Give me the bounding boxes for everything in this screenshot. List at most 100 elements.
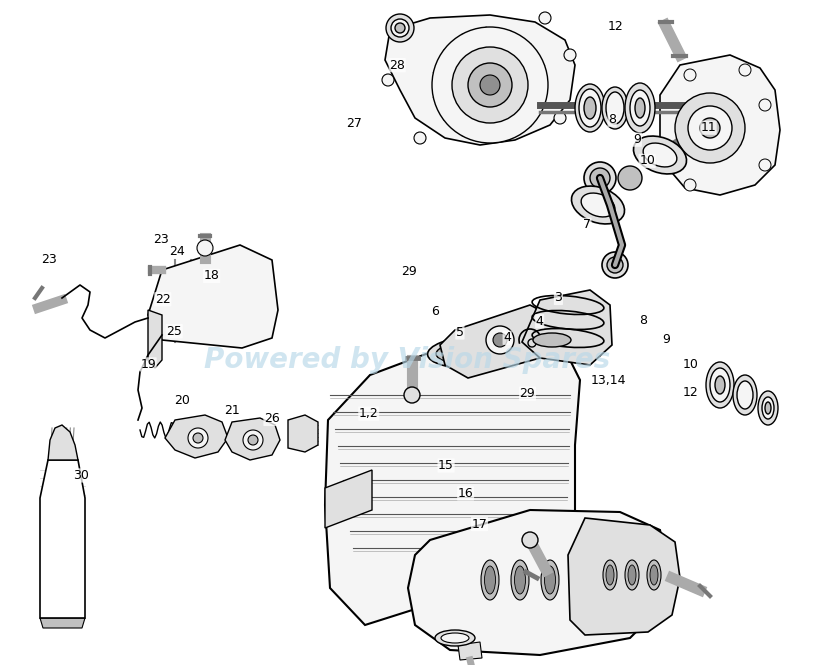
Ellipse shape [758,391,778,425]
Text: 12: 12 [607,20,624,33]
Text: 12: 12 [682,386,698,399]
Polygon shape [660,55,780,195]
Circle shape [554,112,566,124]
Circle shape [486,326,514,354]
Ellipse shape [737,381,753,409]
Polygon shape [568,518,680,635]
Circle shape [432,27,548,143]
Polygon shape [40,460,85,618]
Circle shape [404,387,420,403]
Ellipse shape [427,336,523,368]
Text: 25: 25 [166,325,182,338]
Ellipse shape [647,560,661,590]
Text: 7: 7 [583,218,591,231]
Text: 20: 20 [174,394,190,407]
Ellipse shape [710,368,730,402]
Polygon shape [325,470,372,528]
Circle shape [452,47,528,123]
Ellipse shape [571,186,624,224]
Text: 18: 18 [204,269,220,283]
Ellipse shape [625,560,639,590]
Ellipse shape [579,89,601,127]
Circle shape [382,74,394,86]
Polygon shape [40,618,85,628]
Circle shape [522,532,538,548]
Text: 19: 19 [140,358,156,371]
Ellipse shape [481,560,499,600]
Polygon shape [522,290,612,365]
Circle shape [193,433,203,443]
Text: 24: 24 [169,245,186,258]
Ellipse shape [581,193,615,217]
Circle shape [759,159,771,171]
Text: 21: 21 [224,404,240,417]
Polygon shape [165,415,228,458]
Text: 26: 26 [264,412,280,426]
Polygon shape [408,510,668,655]
Text: 4: 4 [536,315,544,328]
Ellipse shape [436,340,514,364]
Circle shape [584,162,616,194]
Ellipse shape [603,560,617,590]
Ellipse shape [484,566,496,594]
Polygon shape [148,310,162,368]
Circle shape [607,257,623,273]
Text: 3: 3 [554,291,562,305]
Text: 8: 8 [639,314,647,327]
Circle shape [590,168,610,188]
Circle shape [684,179,696,191]
Polygon shape [458,642,482,660]
Circle shape [684,69,696,81]
Polygon shape [440,305,560,378]
Polygon shape [225,418,280,460]
Text: 27: 27 [346,116,362,130]
Text: 6: 6 [431,305,439,318]
Polygon shape [288,415,318,452]
Circle shape [618,166,642,190]
Text: 22: 22 [155,293,171,306]
Circle shape [468,63,512,107]
Circle shape [493,333,507,347]
Text: 23: 23 [41,253,57,266]
Ellipse shape [584,97,596,119]
Circle shape [391,19,409,37]
Ellipse shape [630,90,650,126]
Circle shape [739,64,751,76]
Text: 4: 4 [503,331,511,344]
Text: 9: 9 [633,133,641,146]
Circle shape [602,252,628,278]
Circle shape [675,93,745,163]
Ellipse shape [541,560,559,600]
Ellipse shape [511,560,529,600]
Polygon shape [385,15,575,145]
Text: 29: 29 [400,265,417,278]
Text: 29: 29 [519,387,536,400]
Circle shape [414,132,426,144]
Ellipse shape [606,92,624,124]
Ellipse shape [733,375,757,415]
Ellipse shape [533,333,571,347]
Text: Powered by Vision Spares: Powered by Vision Spares [204,346,610,374]
Text: 15: 15 [438,459,454,472]
Polygon shape [148,245,278,348]
Text: 10: 10 [682,358,698,371]
Circle shape [395,23,405,33]
Circle shape [539,12,551,24]
Ellipse shape [606,565,614,585]
Text: 8: 8 [608,113,616,126]
Text: 17: 17 [471,517,488,531]
Text: 11: 11 [700,121,716,134]
Ellipse shape [441,633,469,643]
Ellipse shape [602,87,628,129]
Circle shape [248,435,258,445]
Polygon shape [325,330,580,625]
Ellipse shape [435,630,475,646]
Polygon shape [48,425,78,460]
Ellipse shape [514,566,526,594]
Text: 10: 10 [639,154,655,168]
Circle shape [480,75,500,95]
Circle shape [700,118,720,138]
Circle shape [188,428,208,448]
Text: 5: 5 [456,326,464,339]
Text: 1,2: 1,2 [359,407,379,420]
